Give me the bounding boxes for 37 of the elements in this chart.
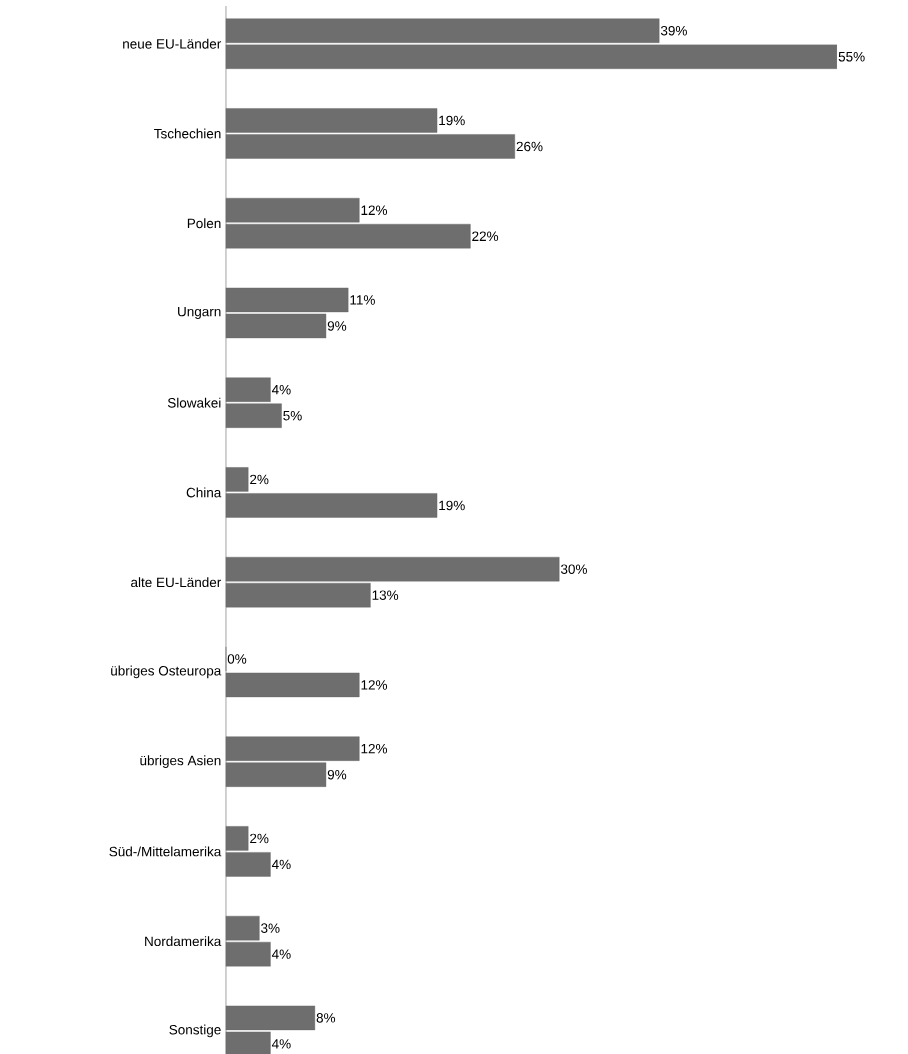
data-label: 4%: [271, 384, 291, 395]
y-tick-label: China: [186, 487, 222, 498]
data-label: 12%: [361, 205, 388, 215]
y-tick-label: Süd-/Mittelamerika: [109, 846, 222, 857]
data-label: 4%: [271, 1039, 291, 1049]
data-label: 55%: [838, 51, 865, 62]
data-label: 11%: [350, 295, 375, 305]
y-tick-label: neue EU-Länder: [123, 38, 222, 49]
y-tick-label: alte EU-Länder: [131, 577, 222, 588]
y-tick-label: Nordamerika: [145, 936, 222, 947]
data-label: 8%: [316, 1013, 336, 1023]
data-label: 39%: [660, 25, 687, 36]
data-label: 0%: [227, 654, 247, 664]
data-label: 12%: [361, 680, 388, 690]
data-label: 3%: [261, 923, 280, 933]
y-tick-label: Slowakei: [167, 397, 221, 408]
y-tick-label: Polen: [187, 218, 221, 229]
data-label: 12%: [361, 743, 388, 754]
y-tick-label: Tschechien: [154, 128, 221, 139]
data-label: 9%: [327, 769, 347, 780]
data-label: 19%: [439, 115, 465, 126]
data-label: 2%: [250, 474, 269, 485]
y-tick-label: Ungarn: [178, 306, 221, 319]
data-label: 26%: [516, 141, 543, 152]
data-label: 9%: [327, 321, 347, 331]
data-label: 13%: [372, 590, 399, 600]
data-label: 22%: [472, 231, 499, 241]
y-tick-label: übriges Asien: [140, 755, 221, 768]
data-label: 19%: [439, 500, 465, 511]
data-label: 4%: [271, 859, 291, 870]
y-tick-label: übriges Osteuropa: [111, 665, 222, 679]
data-label: 4%: [271, 949, 291, 959]
data-label: 2%: [250, 833, 269, 844]
bar: [225, 18, 660, 43]
y-tick-label: Sonstige: [169, 1024, 221, 1038]
data-label: 30%: [560, 564, 587, 574]
data-label: 5%: [283, 410, 302, 421]
